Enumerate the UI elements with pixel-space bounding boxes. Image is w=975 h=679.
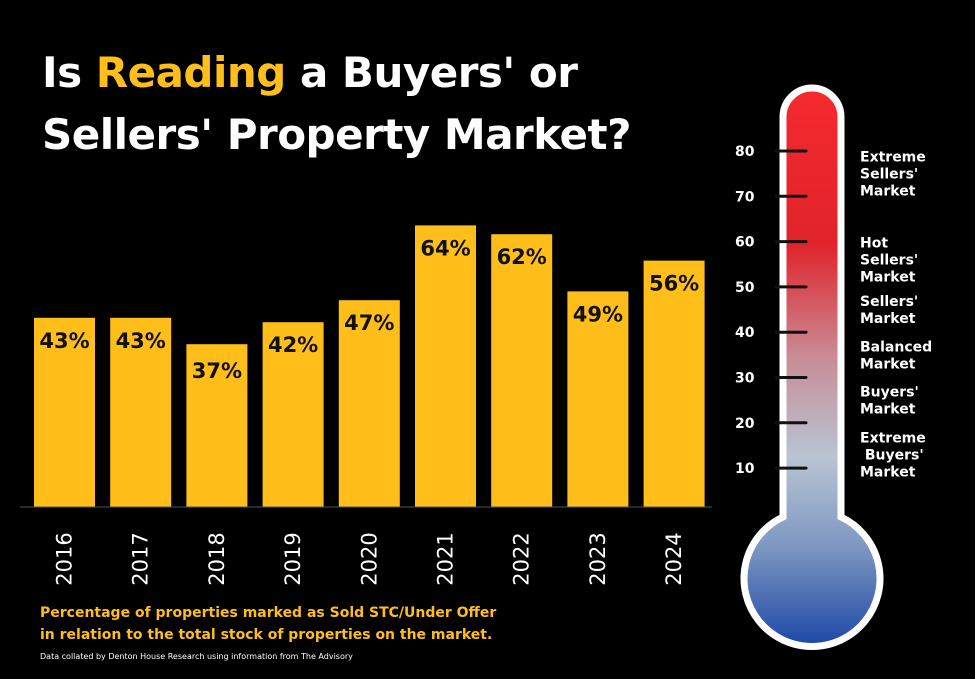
bar-2024	[643, 260, 705, 507]
bar-value-label: 62%	[497, 245, 547, 269]
bar-2016	[34, 317, 95, 507]
x-tick-label: 2019	[281, 532, 305, 585]
title-text-part1: Is	[42, 48, 96, 97]
bar-2017	[110, 317, 172, 507]
chart-title: Is Reading a Buyers' or Sellers' Propert…	[42, 42, 702, 166]
thermometer-tick-label: 40	[735, 325, 755, 341]
thermometer-tick-label: 60	[735, 235, 755, 251]
thermometer-tick-label: 70	[735, 189, 755, 205]
bar-value-label: 43%	[116, 329, 166, 353]
caption-line-2: in relation to the total stock of proper…	[40, 627, 493, 643]
bar-value-label: 49%	[573, 302, 623, 326]
x-tick-label: 2022	[510, 532, 534, 585]
chart-caption: Percentage of properties marked as Sold …	[40, 602, 660, 646]
bar-2020	[338, 300, 400, 507]
bar-2021	[415, 225, 476, 507]
thermometer-zone-label: Extreme Buyers' Market	[860, 431, 926, 481]
thermometer-tick-label: 80	[735, 144, 755, 160]
x-tick-label: 2018	[205, 532, 229, 585]
x-tick-label: 2024	[662, 532, 686, 585]
thermometer-zone-label: Buyers' Market	[860, 385, 919, 418]
x-tick-label: 2016	[53, 532, 77, 585]
title-text-part2: a Buyers' or	[285, 48, 578, 97]
title-line-1: Is Reading a Buyers' or	[42, 42, 702, 104]
title-line-2: Sellers' Property Market?	[42, 110, 631, 159]
bar-2018	[186, 344, 248, 507]
bar-2022	[491, 234, 553, 507]
bar-value-label: 42%	[268, 333, 318, 357]
thermometer-zone-label: Extreme Sellers' Market	[860, 150, 926, 200]
bar-2019	[262, 322, 324, 507]
x-tick-label: 2021	[434, 532, 458, 585]
bar-value-label: 64%	[420, 236, 470, 260]
thermometer-zone-label: Hot Sellers' Market	[860, 236, 918, 286]
thermometer-tick-label: 10	[735, 461, 755, 477]
thermometer-tick-label: 50	[735, 280, 755, 296]
x-tick-label: 2017	[129, 532, 153, 585]
bar-value-label: 43%	[39, 329, 89, 353]
caption-line-1: Percentage of properties marked as Sold …	[40, 605, 497, 621]
bar-2023	[567, 291, 629, 507]
bar-value-label: 56%	[649, 272, 699, 296]
x-tick-label: 2023	[586, 532, 610, 585]
thermometer-zone-label: Balanced Market	[860, 339, 932, 372]
thermometer-body	[740, 84, 884, 651]
thermometer-tick-label: 20	[735, 416, 755, 432]
thermometer-zone-label: Sellers' Market	[860, 294, 918, 327]
x-tick-label: 2020	[357, 532, 381, 585]
title-highlight-town: Reading	[95, 48, 287, 97]
bar-value-label: 47%	[344, 311, 394, 335]
bar-value-label: 37%	[192, 359, 242, 383]
source-note: Data collated by Denton House Research u…	[40, 652, 353, 661]
thermometer-tick-label: 30	[735, 371, 755, 387]
